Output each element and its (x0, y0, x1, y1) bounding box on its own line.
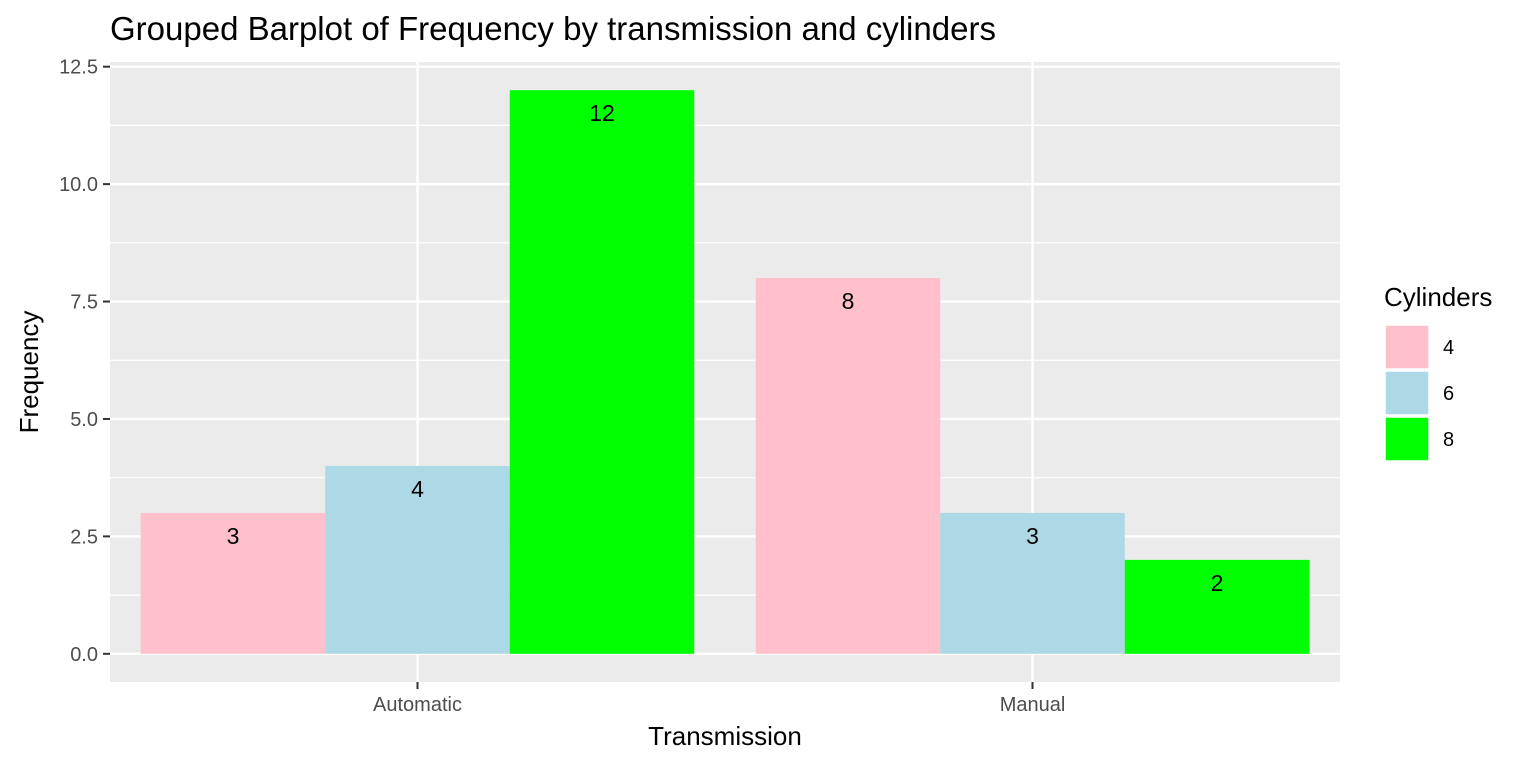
bar (755, 278, 941, 654)
legend-key (1384, 324, 1430, 370)
legend-label: 4 (1443, 337, 1454, 359)
y-tick-label: 2.5 (70, 526, 98, 548)
x-axis: Automatic Manual (373, 682, 1065, 716)
x-axis-title: Transmission (648, 721, 802, 751)
x-tick-label: Manual (1000, 694, 1066, 716)
bar-value-label: 3 (227, 523, 240, 549)
legend-label: 6 (1443, 383, 1454, 405)
legend-key (1384, 416, 1430, 462)
bar (509, 90, 695, 654)
y-tick-label: 0.0 (70, 644, 98, 666)
legend-label: 8 (1443, 429, 1454, 451)
y-tick-label: 5.0 (70, 409, 98, 431)
legend-items: 4 6 8 (1384, 324, 1454, 462)
legend: Cylinders 4 6 8 (1384, 282, 1492, 462)
bar-value-label: 3 (1026, 523, 1039, 549)
y-tick-label: 12.5 (59, 57, 98, 79)
bar (1124, 559, 1310, 654)
bar (325, 465, 510, 654)
data-labels: 3 4 12 8 3 2 (227, 100, 1224, 596)
y-tick-label: 10.0 (59, 174, 98, 196)
legend-key (1384, 370, 1430, 416)
bar (140, 512, 326, 654)
bar-value-label: 12 (589, 100, 615, 126)
bar-value-label: 2 (1211, 570, 1224, 596)
chart-title: Grouped Barplot of Frequency by transmis… (110, 10, 996, 47)
y-tick-label: 7.5 (70, 292, 98, 314)
legend-title: Cylinders (1384, 282, 1492, 312)
bar-value-label: 4 (411, 476, 424, 502)
x-tick-label: Automatic (373, 694, 462, 716)
bar (940, 512, 1125, 654)
y-axis: 0.0 2.5 5.0 7.5 10.0 12.5 (59, 57, 110, 666)
y-axis-title: Frequency (14, 311, 44, 434)
bar-value-label: 8 (842, 288, 855, 314)
bars (140, 90, 1310, 654)
